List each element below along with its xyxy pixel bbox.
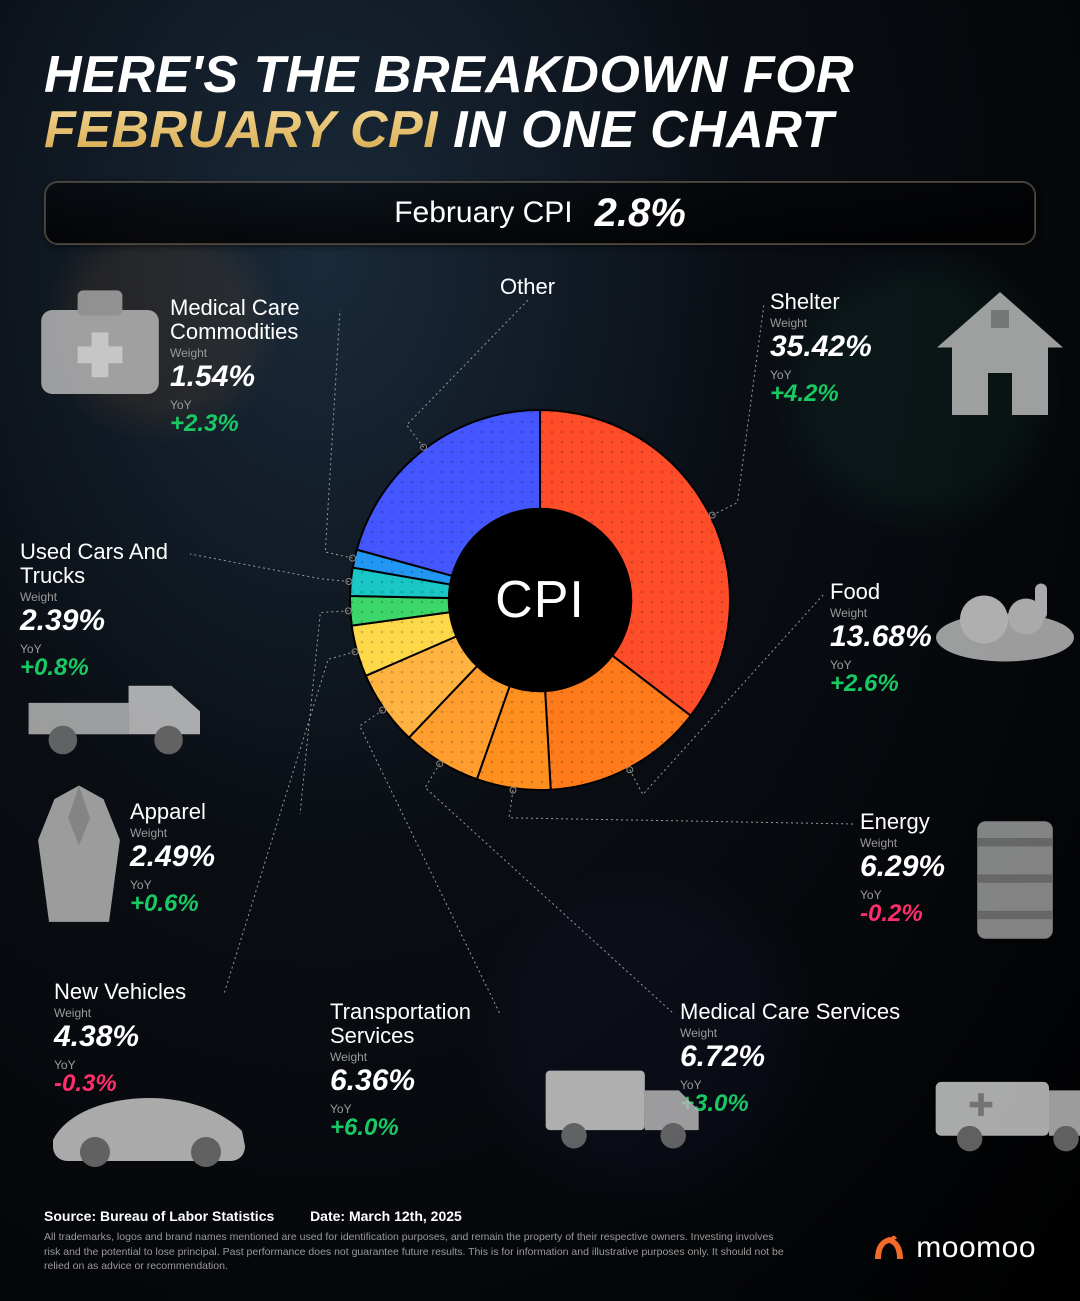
ambulance-illustration [930,1056,1080,1156]
yoy-value: +3.0% [680,1092,920,1116]
page-title: HERE'S THE BREAKDOWN FOR FEBRUARY CPI IN… [44,48,1036,157]
yoy-value: +6.0% [330,1116,560,1140]
weight-caption: Weight [680,1026,920,1040]
headline-label: February CPI [394,196,572,230]
source-label: Source: [44,1208,96,1224]
weight-caption: Weight [130,826,310,840]
category-apparel: Apparel Weight 2.49% YoY +0.6% [130,800,310,916]
title-line2: FEBRUARY CPI IN ONE CHART [44,103,1036,158]
headline-value: 2.8% [595,191,686,236]
category-other-label: Other [500,274,555,300]
date-value: March 12th, 2025 [349,1208,462,1224]
weight-value: 6.72% [680,1042,920,1072]
weight-value: 1.54% [170,362,380,392]
chart-area: CPI Other Medical Care Commodities Weigh… [0,280,1080,1120]
category-medical-services: Medical Care Services Weight 6.72% YoY +… [680,1000,920,1116]
cat-name: Medical Care Commodities [170,296,380,344]
pickup-truck-illustration [20,660,220,760]
first-aid-illustration [30,280,170,410]
house-illustration [920,280,1080,430]
weight-value: 2.39% [20,606,230,636]
disclaimer: All trademarks, logos and brand names me… [44,1230,784,1273]
cat-name: Apparel [130,800,310,824]
weight-caption: Weight [330,1050,560,1064]
box-truck-illustration [540,1056,710,1156]
weight-caption: Weight [170,346,380,360]
category-medical-commodities: Medical Care Commodities Weight 1.54% Yo… [170,296,380,436]
weight-value: 4.38% [54,1022,254,1052]
title-line2-gold: FEBRUARY CPI [44,101,438,159]
food-plate-illustration [930,560,1080,670]
title-line1: HERE'S THE BREAKDOWN FOR [44,48,1036,103]
blazer-illustration [24,780,134,930]
category-transportation: Transportation Services Weight 6.36% YoY… [330,1000,560,1140]
cat-name: Transportation Services [330,1000,560,1048]
sports-car-illustration [44,1080,254,1170]
brand: moomoo [872,1231,1036,1265]
weight-value: 6.36% [330,1066,560,1096]
title-line2-rest: IN ONE CHART [438,101,834,159]
donut-chart: CPI [340,400,740,800]
date-label: Date: [310,1208,345,1224]
brand-name: moomoo [916,1231,1036,1265]
donut-center-label: CPI [495,570,585,630]
weight-caption: Weight [54,1006,254,1020]
yoy-value: +2.6% [830,672,1010,696]
cat-name: Medical Care Services [680,1000,920,1024]
cat-name: Used Cars And Trucks [20,540,230,588]
yoy-value: +0.6% [130,892,310,916]
cat-name: New Vehicles [54,980,254,1004]
source-value: Bureau of Labor Statistics [100,1208,274,1224]
source-line: Source: Bureau of Labor Statistics Date:… [44,1208,1036,1224]
brand-icon [872,1231,906,1265]
category-new-vehicles: New Vehicles Weight 4.38% YoY -0.3% [54,980,254,1096]
weight-value: 2.49% [130,842,310,872]
yoy-value: +2.3% [170,412,380,436]
weight-caption: Weight [20,590,230,604]
oil-barrel-illustration [960,810,1070,950]
headline-pill: February CPI 2.8% [44,181,1036,245]
